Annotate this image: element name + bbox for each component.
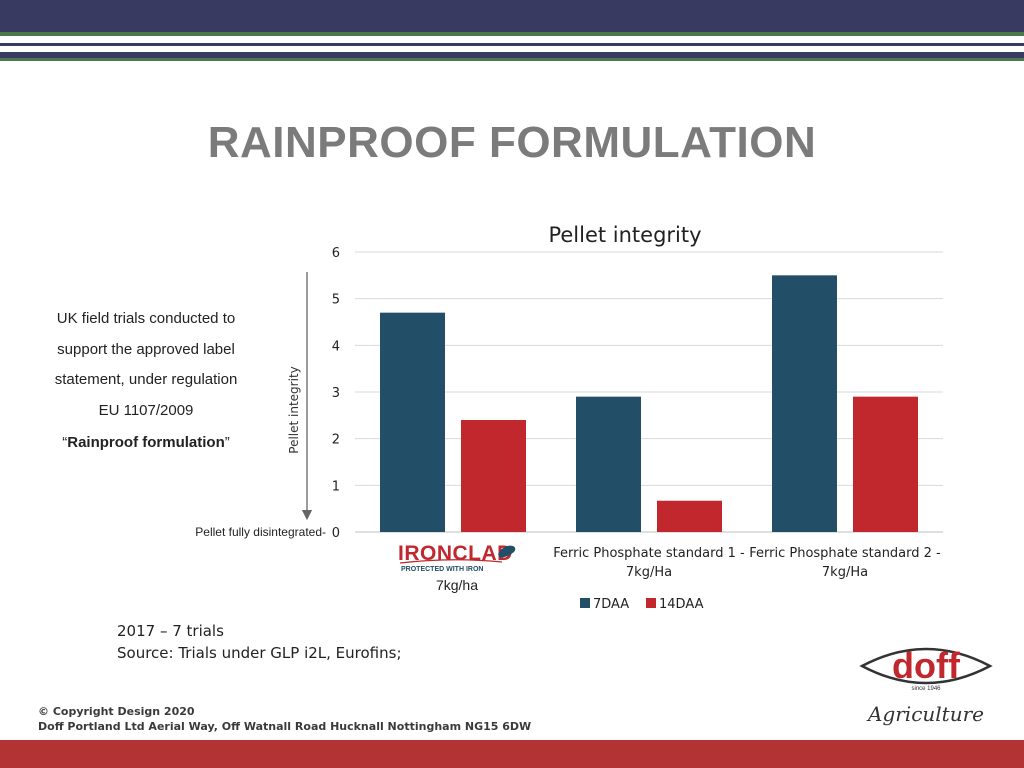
doff-agriculture-logo: doff since 1946 Agriculture bbox=[859, 645, 993, 726]
y-tick-label: 4 bbox=[332, 339, 340, 354]
header-stripe bbox=[0, 58, 1024, 61]
trial-description: UK field trials conducted to support the… bbox=[30, 304, 262, 459]
category-label: Ferric Phosphate standard 1 - bbox=[553, 546, 745, 561]
bar-14daa bbox=[853, 396, 918, 532]
header-stripe bbox=[0, 52, 1024, 58]
trial-count: 2017 – 7 trials bbox=[117, 622, 224, 640]
header-stripe bbox=[0, 36, 1024, 43]
quote-mark: “ bbox=[62, 434, 68, 451]
copyright-text: © Copyright Design 2020 bbox=[38, 705, 195, 718]
agriculture-text: Agriculture bbox=[866, 702, 984, 726]
since-text: since 1946 bbox=[911, 686, 941, 692]
header-stripe bbox=[0, 46, 1024, 52]
ironclad-tagline: PROTECTED WITH IRON bbox=[401, 566, 483, 573]
doff-wordmark: doff bbox=[892, 645, 961, 686]
claim-quote: “Rainproof formulation” bbox=[30, 428, 262, 459]
bar-14daa bbox=[657, 500, 722, 532]
footer-info: © Copyright Design 2020 Doff Portland Lt… bbox=[38, 704, 531, 734]
legend-label: 14DAA bbox=[659, 597, 704, 612]
y-tick-label: 6 bbox=[332, 246, 340, 261]
slide-title: RAINPROOF FORMULATION bbox=[207, 118, 817, 167]
trial-notes: 2017 – 7 trials Source: Trials under GLP… bbox=[117, 620, 402, 664]
category-label: 7kg/Ha bbox=[626, 565, 672, 580]
ironclad-logo: IRONCLAD PROTECTED WITH IRON bbox=[398, 542, 516, 573]
category-label: 7kg/Ha bbox=[822, 565, 868, 580]
y-tick-label: 2 bbox=[332, 433, 340, 448]
description-line: statement, under regulation bbox=[54, 371, 238, 388]
y-tick-label: 5 bbox=[332, 293, 340, 308]
company-address: Doff Portland Ltd Aerial Way, Off Watnal… bbox=[38, 720, 532, 733]
chart-title: Pellet integrity bbox=[548, 223, 701, 247]
slug-icon bbox=[498, 545, 516, 558]
logo-swoosh bbox=[399, 559, 503, 564]
bar-7daa bbox=[772, 275, 837, 532]
quote-mark: ” bbox=[224, 434, 230, 451]
ironclad-rate: 7kg/ha bbox=[435, 577, 479, 593]
category-label: Ferric Phosphate standard 2 - bbox=[749, 546, 941, 561]
bar-7daa bbox=[380, 312, 445, 532]
legend-label: 7DAA bbox=[593, 597, 629, 612]
header-band bbox=[0, 0, 1024, 32]
y-tick-label: 3 bbox=[332, 386, 340, 401]
disintegrated-note: Pellet fully disintegrated- bbox=[195, 525, 326, 539]
footer-band bbox=[0, 740, 1024, 768]
ironclad-wordmark: IRONCLAD bbox=[398, 542, 513, 565]
logo-lens bbox=[859, 647, 993, 685]
header-stripe bbox=[0, 32, 1024, 36]
bar-7daa bbox=[576, 396, 641, 532]
y-tick-label: 1 bbox=[332, 479, 340, 494]
y-tick-label: 0 bbox=[332, 526, 340, 541]
legend-swatch bbox=[580, 598, 590, 608]
description-line: EU 1107/2009 bbox=[98, 401, 194, 419]
description-line: UK field trials conducted to bbox=[56, 310, 236, 327]
bar-14daa bbox=[461, 420, 526, 532]
y-axis-title: Pellet integrity bbox=[287, 366, 301, 453]
claim-text: Rainproof formulation bbox=[67, 434, 225, 451]
description-line: support the approved label bbox=[57, 340, 235, 358]
trial-source: Source: Trials under GLP i2L, Eurofins; bbox=[117, 644, 402, 662]
legend-swatch bbox=[646, 598, 656, 608]
header-stripe bbox=[0, 43, 1024, 46]
